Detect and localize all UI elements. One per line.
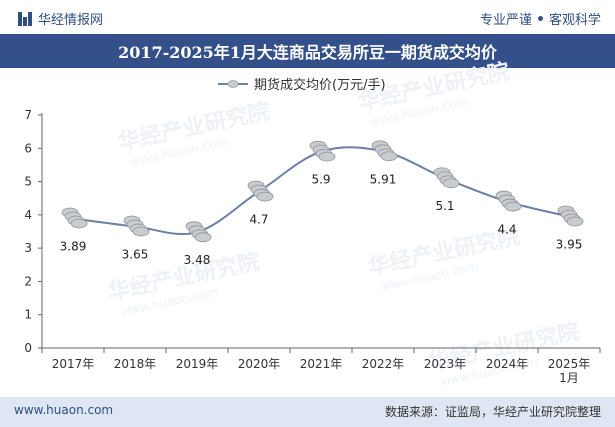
x-tick-label: 2022年 [362,357,405,371]
data-label: 4.7 [249,213,268,227]
legend: 期货成交均价(万元/手) [218,77,386,93]
x-tick-label: 2020年 [238,357,281,371]
x-tick-label: 2017年 [52,357,95,371]
coin-icon [194,232,212,243]
data-point [371,140,398,162]
y-tick-label: 3 [24,241,32,255]
data-point [61,207,88,229]
y-tick-label: 5 [24,175,32,189]
chart-title: 2017-2025年1月大连商品交易所豆一期货成交均价 [0,34,615,68]
brand[interactable]: 华经情报网 [18,9,103,28]
data-label: 5.9 [311,173,330,187]
y-tick-label: 1 [24,308,32,322]
y-tick-label: 2 [24,274,32,288]
footer-source: 数据来源：证监局，华经产业研究院整理 [384,405,601,419]
slogan-right: 客观科学 [548,13,601,28]
top-bar: 华经情报网 专业严谨 客观科学 [0,0,615,34]
data-point [185,221,212,243]
slogan-left: 专业严谨 [479,13,532,28]
legend-coin-icon [227,80,239,88]
coin-icon [132,226,150,237]
series-layer: 3.89 3.65 3.48 4.7 5.9 5.91 5.1 4.4 3.95 [60,140,584,267]
x-tick-label: 2024年 [486,357,529,371]
data-point [495,190,522,212]
x-tick-label: 2019年 [176,357,219,371]
x-tick-label: 1月 [559,371,579,385]
coin-icon [256,191,274,202]
x-tick-label: 2025年 [548,357,591,371]
data-label: 3.48 [184,253,211,267]
y-tick-label: 4 [24,208,32,222]
footer: www.huaon.com 数据来源：证监局，华经产业研究院整理 [0,397,615,427]
data-label: 4.4 [497,223,516,237]
bullet-dot-icon [537,16,543,21]
coin-icon [566,216,584,227]
footer-website-link[interactable]: www.huaon.com [14,403,114,417]
x-tick-label: 2021年 [300,357,343,371]
brand-logo-icon [18,11,32,26]
data-point [247,180,274,202]
y-tick-label: 6 [24,141,32,155]
data-label: 5.91 [370,172,397,186]
line-chart: 华经产业研究院www.huaon.com华经产业研究院www.huaon.com… [24,58,601,389]
data-point [557,205,584,227]
coin-icon [442,178,460,189]
data-label: 3.65 [122,248,149,262]
brand-name: 华经情报网 [38,13,104,28]
y-tick-label: 0 [24,341,32,355]
slogan: 专业严谨 客观科学 [480,9,601,28]
data-point [309,140,336,162]
y-tick-label: 7 [24,108,32,122]
data-point [433,167,460,189]
coin-icon [380,151,398,162]
axes: 0 1 2 3 4 5 6 7 2017年 2018年 2019年 2020年 2021年 2022年 20… [24,108,601,385]
x-tick-label: 2018年 [114,357,157,371]
coin-icon [70,218,88,229]
data-label: 5.1 [435,199,454,213]
coin-icon [504,201,522,212]
data-point [123,215,150,237]
coin-icon [318,151,336,162]
x-tick-label: 2023年 [424,357,467,371]
data-label: 3.95 [556,238,583,252]
data-label: 3.89 [60,240,87,254]
legend-label: 期货成交均价(万元/手) [254,77,386,93]
